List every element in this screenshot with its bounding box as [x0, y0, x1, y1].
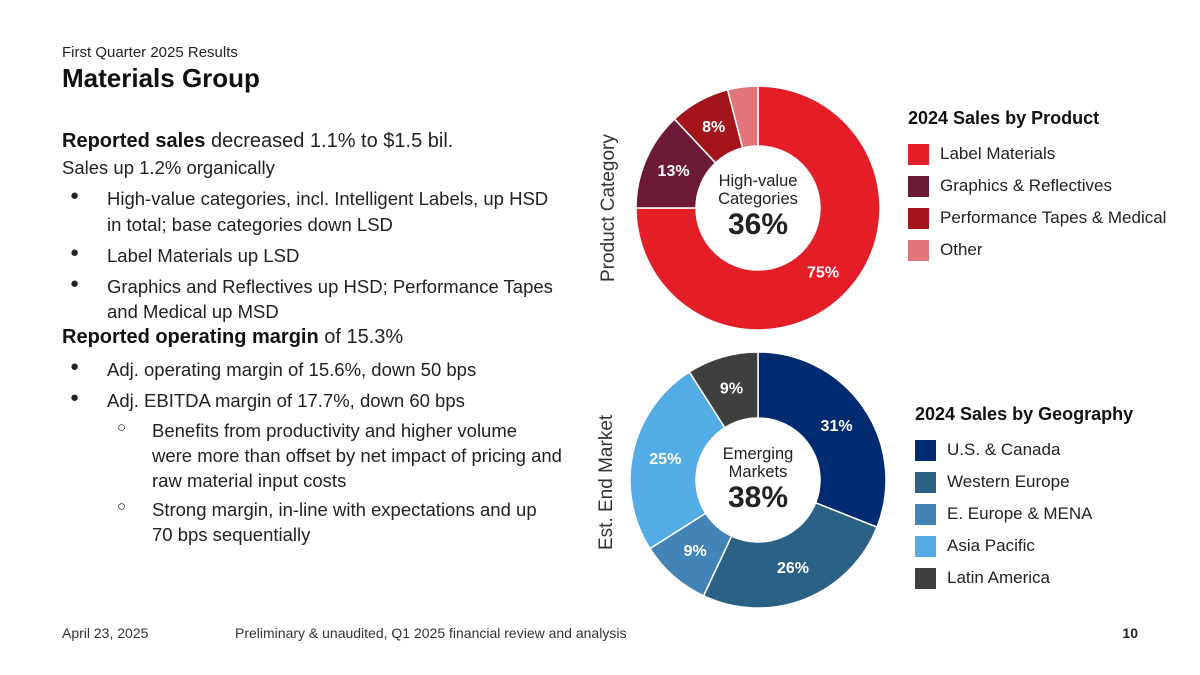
page-title: Materials Group	[62, 63, 260, 93]
geography-slice-label: 9%	[720, 380, 743, 397]
product-legend-swatch	[908, 175, 929, 197]
product-slice-label: 13%	[658, 163, 690, 180]
geography-slice	[702, 501, 878, 609]
geography-legend-label: Latin America	[947, 568, 1050, 587]
product-legend-label: Performance Tapes & Medical	[940, 208, 1167, 227]
geography-side-label: Est. End Market	[596, 414, 617, 550]
product-slice-label: 75%	[807, 265, 839, 282]
geography-slice-label: 31%	[821, 418, 853, 435]
sales-organic: Sales up 1.2% organically	[62, 157, 275, 179]
page-number: 10	[1122, 625, 1138, 641]
geography-slice	[688, 351, 759, 429]
geography-legend-item: Western Europe	[915, 466, 1133, 498]
geography-legend-swatch	[915, 535, 936, 557]
sales-bullet: Graphics and Reflectives up HSD; Perform…	[62, 274, 562, 324]
margin-bullet: Adj. operating margin of 15.6%, down 50 …	[62, 357, 562, 382]
geography-legend-label: Asia Pacific	[947, 536, 1035, 555]
margin-bullet: Adj. EBITDA margin of 17.7%, down 60 bps	[62, 388, 562, 413]
product-legend-swatch	[908, 207, 929, 229]
margin-bold: Reported operating margin	[62, 326, 319, 349]
margin-rest: of 15.3%	[318, 326, 404, 349]
product-legend-label: Other	[940, 240, 983, 259]
geography-legend-item: Latin America	[915, 562, 1133, 594]
product-legend-item: Label Materials	[908, 138, 1166, 170]
sales-heading: Reported sales decreased 1.1% to $1.5 bi…	[62, 128, 562, 155]
margin-subbullet: Strong margin, in-line with expectations…	[62, 497, 562, 547]
sales-bullets: High-value categories, incl. Intelligent…	[62, 186, 562, 324]
sales-rest: decreased 1.1% to $1.5 bil.	[205, 130, 454, 152]
margin-heading: Reported operating margin of 15.3%	[62, 324, 562, 351]
margin-subbullet: Benefits from productivity and higher vo…	[62, 418, 562, 493]
geography-legend-swatch	[915, 567, 936, 589]
geography-legend-label: E. Europe & MENA	[947, 504, 1093, 523]
geography-center-line-1: Emerging	[722, 445, 794, 463]
sales-bullet: High-value categories, incl. Intelligent…	[62, 186, 562, 236]
product-legend-item: Other	[908, 234, 1166, 266]
geography-slice-label: 9%	[684, 543, 707, 560]
geography-legend-title: 2024 Sales by Geography	[915, 404, 1134, 424]
geography-legend-label: Western Europe	[947, 472, 1070, 491]
geography-slice	[757, 351, 887, 529]
product-side-label: Product Category	[598, 134, 619, 282]
geography-donut-chart: 31% 26% 9% 25% 9%	[629, 351, 887, 609]
geography-center-line-2: Markets	[728, 463, 788, 482]
geography-center-value: 38%	[727, 481, 789, 515]
geography-legend: 2024 Sales by Geography U.S. & Canada Wes…	[915, 404, 1133, 594]
body-text: Reported sales decreased 1.1% to $1.5 bi…	[62, 128, 562, 547]
footer-date: April 23, 2025	[62, 625, 149, 641]
margin-bullets: Adj. operating margin of 15.6%, down 50 …	[62, 357, 562, 547]
geography-slice-label: 26%	[777, 560, 809, 577]
sales-bullet: Label Materials up LSD	[62, 243, 562, 268]
product-legend: 2024 Sales by Product Label Materials Gra…	[908, 108, 1166, 266]
product-legend-title: 2024 Sales by Product	[908, 108, 1100, 128]
product-legend-swatch	[908, 239, 929, 261]
geography-legend-swatch	[915, 439, 936, 461]
sales-bold: Reported sales	[62, 130, 206, 152]
geography-legend-swatch	[915, 471, 936, 493]
product-legend-swatch	[908, 143, 929, 165]
geography-legend-item: E. Europe & MENA	[915, 498, 1133, 530]
geography-center-label: Emerging Markets 38%	[698, 445, 818, 516]
product-center-line-1: High-value	[718, 172, 798, 190]
product-donut-chart: 75% 13% 8%	[635, 85, 881, 331]
product-legend-item: Performance Tapes & Medical	[908, 202, 1166, 234]
product-slice-label: 8%	[702, 119, 725, 136]
geography-legend-label: U.S. & Canada	[947, 440, 1061, 459]
geography-legend-swatch	[915, 503, 936, 525]
geography-legend-item: U.S. & Canada	[915, 434, 1133, 466]
product-legend-item: Graphics & Reflectives	[908, 170, 1166, 202]
product-legend-label: Label Materials	[940, 144, 1056, 163]
product-center-line-2: Categories	[718, 190, 798, 209]
geography-slice	[629, 370, 726, 550]
geography-legend-item: Asia Pacific	[915, 530, 1133, 562]
footer-note: Preliminary & unaudited, Q1 2025 financi…	[235, 625, 627, 641]
product-center-label: High-value Categories 36%	[698, 172, 818, 243]
page-supertitle: First Quarter 2025 Results	[62, 44, 238, 61]
product-center-value: 36%	[727, 208, 789, 242]
product-slice	[635, 85, 881, 331]
geography-slice-label: 25%	[649, 451, 681, 468]
product-legend-label: Graphics & Reflectives	[940, 176, 1112, 195]
product-slice	[726, 85, 759, 149]
